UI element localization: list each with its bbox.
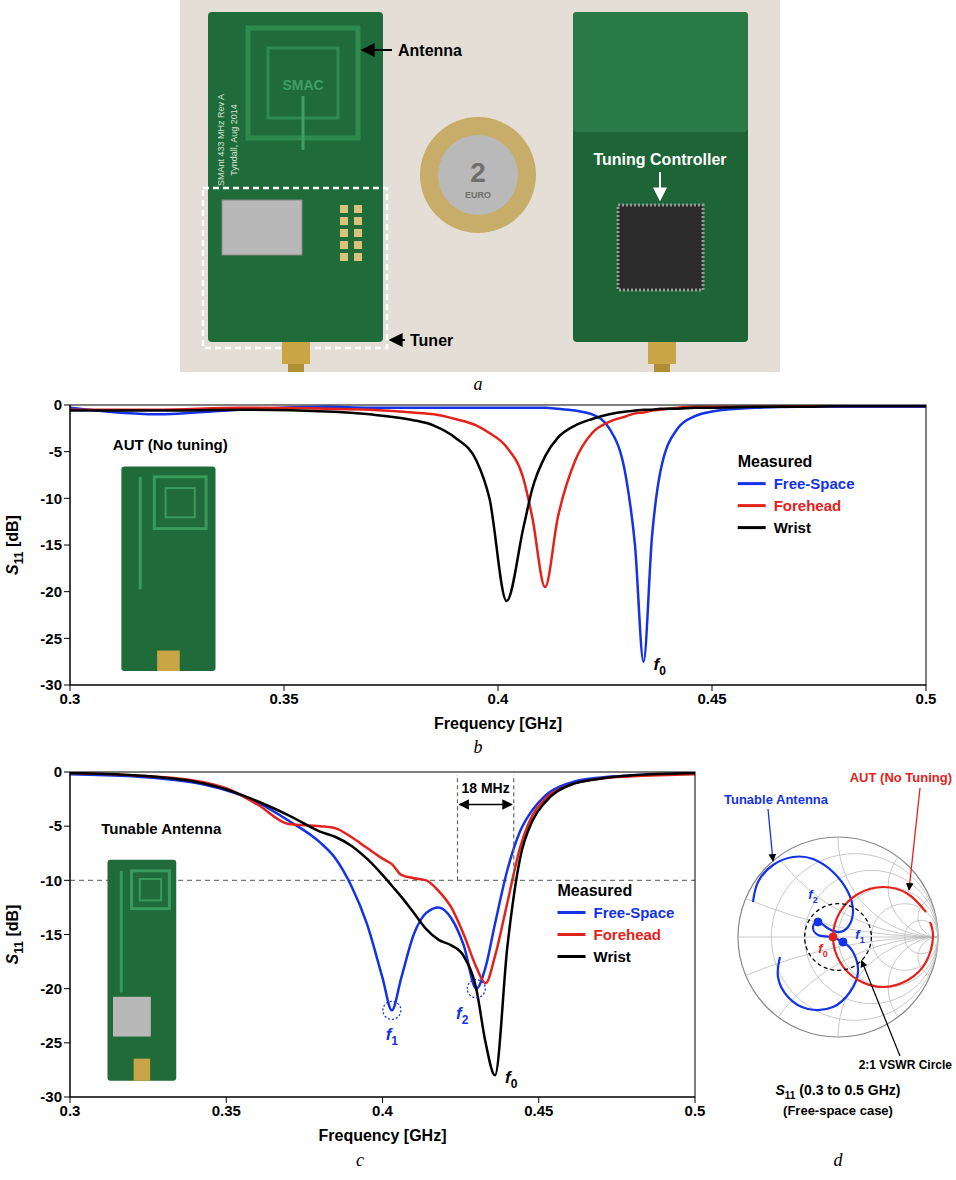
svg-text:AUT (No tuning): AUT (No tuning) bbox=[113, 436, 228, 453]
svg-text:0: 0 bbox=[54, 763, 62, 780]
svg-text:0.4: 0.4 bbox=[372, 1102, 394, 1119]
svg-text:-30: -30 bbox=[40, 1088, 62, 1105]
svg-text:f2: f2 bbox=[808, 887, 817, 905]
svg-text:AUT (No Tuning): AUT (No Tuning) bbox=[850, 770, 952, 785]
svg-text:Forehead: Forehead bbox=[774, 497, 842, 514]
svg-text:-5: -5 bbox=[49, 443, 62, 460]
svg-text:(Free-space case): (Free-space case) bbox=[783, 1103, 893, 1118]
svg-text:f1: f1 bbox=[386, 1025, 399, 1048]
svg-text:0: 0 bbox=[54, 396, 62, 413]
svg-text:Free-Space: Free-Space bbox=[594, 904, 675, 921]
svg-text:f2: f2 bbox=[456, 1004, 469, 1027]
svg-text:Measured: Measured bbox=[738, 453, 813, 470]
svg-text:-10: -10 bbox=[40, 872, 62, 889]
svg-text:0.3: 0.3 bbox=[60, 1102, 81, 1119]
svg-text:S11 [dB]: S11 [dB] bbox=[4, 515, 26, 575]
svg-text:0.35: 0.35 bbox=[212, 1102, 241, 1119]
svg-text:Frequency [GHz]: Frequency [GHz] bbox=[318, 1127, 446, 1144]
svg-text:EURO: EURO bbox=[465, 190, 491, 200]
svg-text:f0: f0 bbox=[818, 941, 827, 959]
svg-text:-25: -25 bbox=[40, 630, 62, 647]
svg-text:0.4: 0.4 bbox=[488, 690, 510, 707]
svg-text:Measured: Measured bbox=[558, 882, 633, 899]
svg-text:Forehead: Forehead bbox=[594, 926, 662, 943]
svg-text:2: 2 bbox=[470, 157, 486, 188]
svg-text:-15: -15 bbox=[40, 926, 62, 943]
svg-text:Tunable Antenna: Tunable Antenna bbox=[101, 820, 222, 837]
svg-text:-15: -15 bbox=[40, 536, 62, 553]
svg-text:Free-Space: Free-Space bbox=[774, 475, 855, 492]
svg-text:f0: f0 bbox=[505, 1068, 518, 1091]
svg-text:0.45: 0.45 bbox=[697, 690, 726, 707]
svg-text:f1: f1 bbox=[855, 927, 864, 945]
svg-text:0.5: 0.5 bbox=[685, 1102, 706, 1119]
svg-text:-5: -5 bbox=[49, 817, 62, 834]
svg-text:Tunable Antenna: Tunable Antenna bbox=[724, 792, 829, 807]
svg-text:Wrist: Wrist bbox=[594, 948, 631, 965]
svg-text:Tuner: Tuner bbox=[410, 332, 453, 349]
svg-text:-10: -10 bbox=[40, 490, 62, 507]
svg-text:Tyndall, Aug 2014: Tyndall, Aug 2014 bbox=[229, 104, 239, 176]
svg-text:0.3: 0.3 bbox=[60, 690, 81, 707]
svg-text:f0: f0 bbox=[654, 655, 667, 678]
svg-text:SMAC: SMAC bbox=[282, 77, 323, 93]
svg-text:-25: -25 bbox=[40, 1034, 62, 1051]
html-text:d: d bbox=[833, 1150, 843, 1170]
svg-text:Tuning Controller: Tuning Controller bbox=[593, 151, 726, 168]
svg-text:-30: -30 bbox=[40, 676, 62, 693]
svg-text:Wrist: Wrist bbox=[774, 519, 811, 536]
svg-text:2:1 VSWR Circle: 2:1 VSWR Circle bbox=[859, 1058, 953, 1072]
svg-text:0.45: 0.45 bbox=[524, 1102, 553, 1119]
svg-text:a: a bbox=[474, 374, 483, 394]
svg-text:0.5: 0.5 bbox=[916, 690, 937, 707]
svg-text:0.35: 0.35 bbox=[269, 690, 298, 707]
html-text:b: b bbox=[473, 737, 483, 757]
svg-text:-20: -20 bbox=[40, 583, 62, 600]
svg-text:S11 (0.3 to 0.5 GHz): S11 (0.3 to 0.5 GHz) bbox=[776, 1082, 901, 1101]
svg-text:18 MHz: 18 MHz bbox=[462, 780, 510, 796]
svg-text:-20: -20 bbox=[40, 980, 62, 997]
svg-text:Antenna: Antenna bbox=[398, 42, 462, 59]
svg-text:SMAnt 433 MHz Rev A: SMAnt 433 MHz Rev A bbox=[216, 94, 226, 186]
html-text:c: c bbox=[356, 1150, 364, 1170]
svg-text:Frequency [GHz]: Frequency [GHz] bbox=[434, 715, 562, 732]
svg-text:S11 [dB]: S11 [dB] bbox=[4, 905, 26, 965]
